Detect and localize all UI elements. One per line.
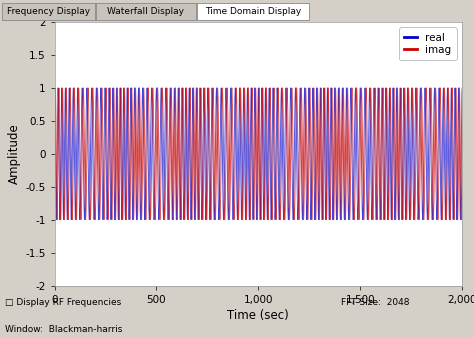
FancyBboxPatch shape — [96, 3, 196, 20]
Text: FFT Size:  2048: FFT Size: 2048 — [341, 298, 410, 307]
Y-axis label: Amplitude: Amplitude — [8, 123, 21, 184]
Text: Waterfall Display: Waterfall Display — [108, 7, 184, 16]
FancyBboxPatch shape — [197, 3, 309, 20]
Text: Window:  Blackman-harris: Window: Blackman-harris — [5, 325, 122, 334]
Text: □ Display RF Frequencies: □ Display RF Frequencies — [5, 298, 121, 307]
FancyBboxPatch shape — [2, 3, 95, 20]
X-axis label: Time (sec): Time (sec) — [228, 309, 289, 322]
Text: Frequency Display: Frequency Display — [7, 7, 90, 16]
Text: Time Domain Display: Time Domain Display — [205, 7, 301, 16]
Legend: real, imag: real, imag — [399, 27, 456, 60]
